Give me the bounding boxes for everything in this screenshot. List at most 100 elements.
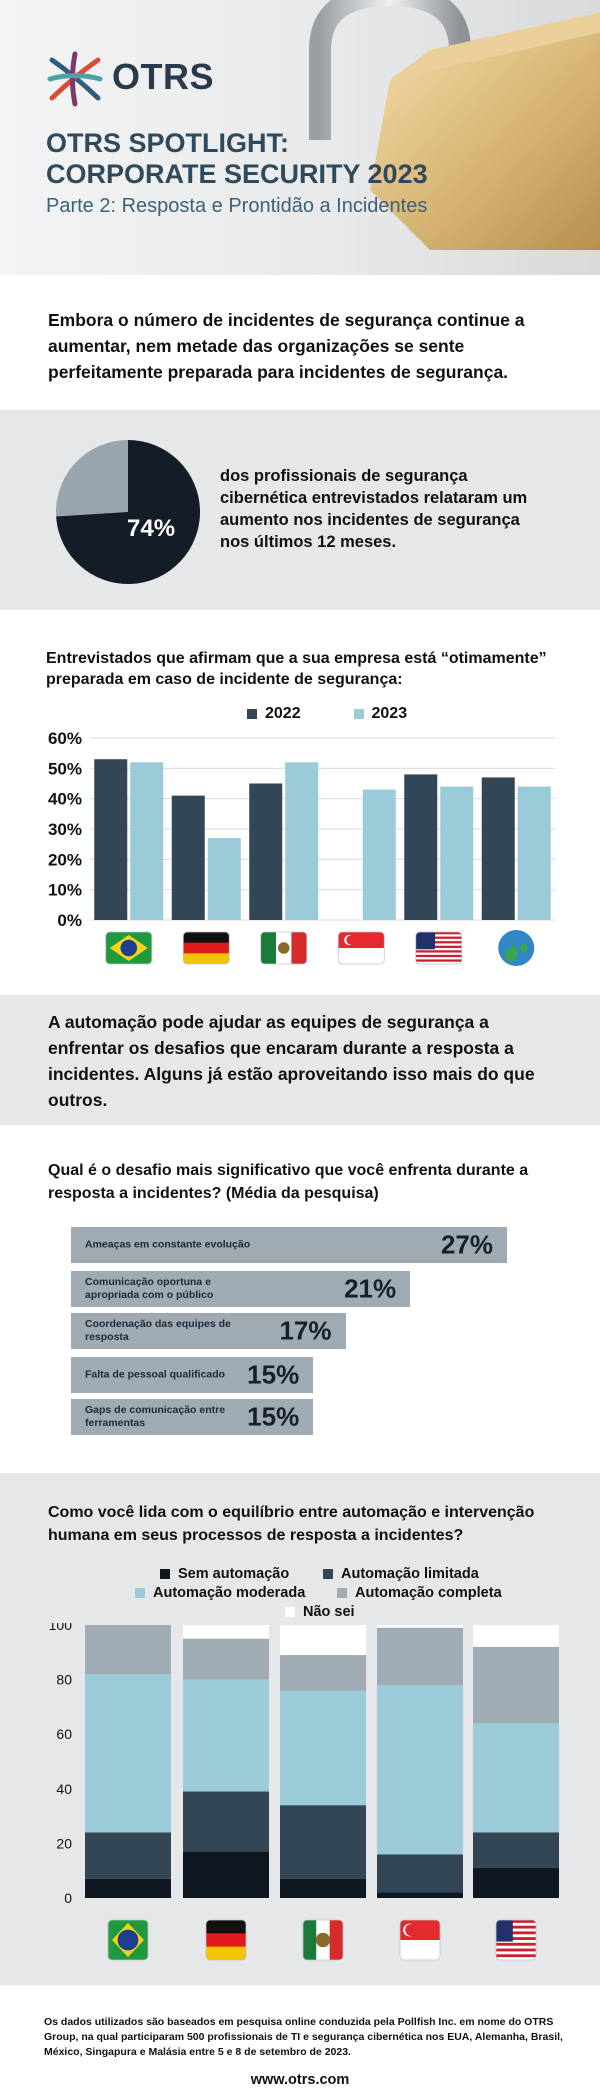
- bar-2022-global: [481, 777, 515, 920]
- footer-note: Os dados utilizados são baseados em pesq…: [44, 2016, 563, 2058]
- stack-Não sei-singapura: [377, 1625, 463, 1628]
- otrs-logo-text: OTRS: [112, 56, 215, 97]
- y-tick-label: 60: [56, 1726, 72, 1742]
- y-tick-label: 10%: [48, 881, 82, 900]
- challenge-bar: Gaps de comunicação entre ferramentas 15%: [71, 1399, 314, 1435]
- legend-label: Automação moderada: [153, 1585, 306, 1601]
- padlock-image: [309, 0, 600, 250]
- stack-Automação completa-brasil: [85, 1625, 171, 1675]
- pie-percent-label: 74%: [127, 515, 176, 542]
- challenge-label: Coordenação das equipes de resposta: [85, 1318, 231, 1343]
- intro-section: Embora o número de incidentes de seguran…: [0, 275, 600, 410]
- automation-balance-section: Como você lida com o equilíbrio entre au…: [0, 1473, 600, 1985]
- flag-mexico-icon: [260, 931, 308, 965]
- automation-stacked-bar-chart: 0 20 40 60 80 100: [49, 1623, 559, 1961]
- stack-Automação limitada-méxico: [280, 1805, 366, 1879]
- bar-2022-brasil: [94, 759, 128, 920]
- y-tick-label: 0%: [57, 911, 82, 930]
- flag-singapore-icon: [337, 931, 385, 965]
- automation-text: A automação pode ajudar as equipes de se…: [48, 1012, 535, 1110]
- pie-description: dos profissionais de segurança cibernéti…: [220, 467, 528, 551]
- flag-germany-icon: [182, 931, 230, 965]
- legend-swatch-2022: [247, 708, 257, 719]
- flag-brazil-icon: [105, 931, 153, 965]
- stack-Automação moderada-singapura: [377, 1685, 463, 1855]
- footer-url-link[interactable]: www.otrs.com: [250, 2072, 350, 2088]
- challenge-value: 21%: [344, 1273, 397, 1304]
- preparedness-chart-section: Entrevistados que afirmam que a sua empr…: [0, 610, 600, 995]
- challenge-value: 27%: [440, 1229, 493, 1260]
- bar-2023-alemanha: [207, 838, 241, 920]
- legend-label-2023: 2023: [371, 705, 408, 722]
- footer: Os dados utilizados são baseados em pesq…: [0, 1985, 600, 2100]
- stack-Automação limitada-brasil: [85, 1832, 171, 1879]
- flag-germany-icon: [205, 1919, 247, 1961]
- bar-2023-eua: [440, 786, 474, 920]
- automation-balance-question: Como você lida com o equilíbrio entre au…: [48, 1504, 535, 1544]
- flag-brazil-icon: [107, 1919, 149, 1961]
- stack-Sem automação-alemanha: [183, 1851, 269, 1898]
- stack-Automação completa-singapura: [377, 1627, 463, 1686]
- y-tick-label: 40%: [48, 790, 82, 809]
- legend-label: Sem automação: [178, 1566, 290, 1582]
- y-tick-label: 40: [56, 1781, 72, 1797]
- globe-icon: [498, 930, 535, 966]
- pie-slice-main: [56, 440, 200, 584]
- bar-2023-brasil: [130, 762, 164, 920]
- stack-Automação limitada-eua: [473, 1832, 559, 1868]
- stack-Automação completa-eua: [473, 1646, 559, 1724]
- pie-section: 74% dos profissionais de segurança ciber…: [0, 410, 600, 610]
- bar-2023-singapura: [362, 789, 396, 920]
- legend-item-nao-sei: Não sei: [285, 1604, 355, 1620]
- page-title: OTRS SPOTLIGHT: CORPORATE SECURITY 2023: [46, 128, 428, 189]
- bar-2023-global: [517, 786, 551, 920]
- bar-2022-méxico: [249, 783, 283, 920]
- y-tick-label: 100: [49, 1623, 73, 1633]
- y-tick-label: 60%: [48, 729, 82, 748]
- y-tick-label: 30%: [48, 820, 82, 839]
- page-subtitle: Parte 2: Resposta e Prontidão a Incident…: [46, 195, 428, 217]
- flag-usa-icon: [415, 931, 463, 965]
- challenge-bar: Falta de pessoal qualificado 15%: [71, 1357, 314, 1393]
- challenge-label: Falta de pessoal qualificado: [85, 1368, 226, 1381]
- flag-singapore-icon: [399, 1919, 441, 1961]
- flag-usa-icon: [495, 1919, 537, 1961]
- bar-2022-eua: [404, 774, 438, 920]
- stack-Automação completa-alemanha: [183, 1638, 269, 1680]
- otrs-logo-icon: [47, 51, 103, 107]
- legend-label-2022: 2022: [265, 705, 301, 722]
- stack-Automação moderada-méxico: [280, 1690, 366, 1806]
- stack-Automação moderada-alemanha: [183, 1679, 269, 1792]
- automation-section: A automação pode ajudar as equipes de se…: [0, 995, 600, 1125]
- legend-label: Automação limitada: [341, 1566, 479, 1582]
- legend-item-automacao-limitada: Automação limitada: [323, 1566, 479, 1582]
- stack-Sem automação-brasil: [85, 1878, 171, 1898]
- legend-label: Não sei: [303, 1604, 355, 1620]
- stack-Não sei-eua: [473, 1625, 559, 1647]
- challenge-bar: Comunicação oportuna e apropriada com o …: [71, 1271, 411, 1307]
- challenge-value: 15%: [247, 1401, 300, 1432]
- preparedness-question: Entrevistados que afirmam que a sua empr…: [46, 650, 547, 688]
- challenge-label: Comunicação oportuna e apropriada com o …: [85, 1276, 214, 1301]
- stack-Automação completa-méxico: [280, 1655, 366, 1691]
- stack-Sem automação-singapura: [377, 1892, 463, 1898]
- stack-Sem automação-eua: [473, 1867, 559, 1898]
- y-tick-label: 20%: [48, 850, 82, 869]
- challenge-label: Ameaças em constante evolução: [85, 1238, 251, 1251]
- challenge-label: Gaps de comunicação entre ferramentas: [85, 1404, 226, 1429]
- legend-item-sem-automacao: Sem automação: [160, 1566, 289, 1582]
- preparedness-bar-chart: 0% 10% 20% 30% 40% 50% 60%: [48, 729, 555, 966]
- legend-swatch-2023: [353, 708, 364, 719]
- y-tick-label: 20: [56, 1835, 72, 1851]
- stack-Sem automação-méxico: [280, 1878, 366, 1898]
- intro-text: Embora o número de incidentes de seguran…: [48, 310, 525, 382]
- bar-2023-méxico: [285, 762, 319, 920]
- challenge-bar: Coordenação das equipes de resposta 17%: [71, 1313, 346, 1349]
- challenge-bar: Ameaças em constante evolução 27%: [71, 1227, 507, 1263]
- pie-chart: [56, 440, 200, 584]
- challenges-question: Qual é o desafio mais significativo que …: [48, 1162, 529, 1202]
- stack-Não sei-alemanha: [183, 1625, 269, 1639]
- chart1-legend: 2022 2023: [247, 705, 407, 723]
- stack-Não sei-méxico: [280, 1625, 366, 1656]
- legend-item-automacao-completa: Automação completa: [337, 1585, 502, 1601]
